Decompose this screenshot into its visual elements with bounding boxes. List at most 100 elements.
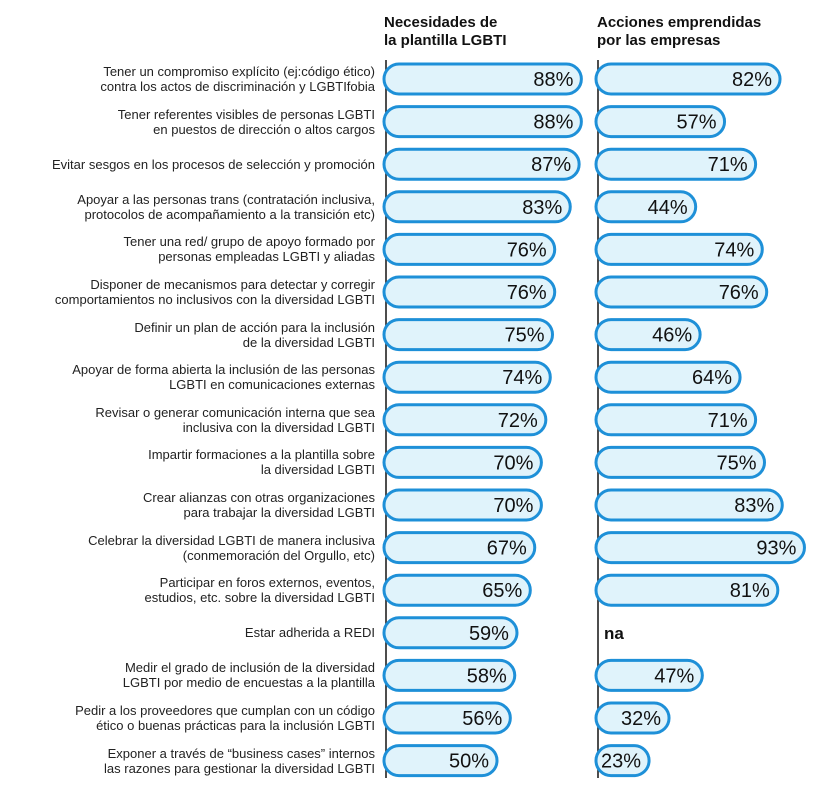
bar-actions: 74% [594, 232, 764, 266]
bar-shape [594, 403, 758, 437]
category-label-line: Pedir a los proveedores que cumplan con … [75, 703, 375, 718]
category-label: Definir un plan de acción para la inclus… [15, 320, 375, 350]
series-title-actions-line2: por las empresas [597, 32, 721, 49]
series-title-actions: Acciones emprendidas por las empresas [597, 14, 797, 50]
category-label-line: Celebrar la diversidad LGBTI de manera i… [88, 532, 375, 548]
category-label-line: Participar en foros externos, eventos, [159, 575, 375, 591]
bar-value-label: 83% [522, 197, 562, 219]
category-label-line: protocolos de acompañamiento a la transi… [84, 206, 376, 222]
bar-needs: 67% [382, 531, 537, 565]
bar-shape [594, 105, 727, 139]
bar-value-label: 75% [504, 325, 544, 347]
bar-value-label: 64% [692, 367, 732, 389]
bar-value-label: 93% [756, 538, 796, 560]
category-label: Apoyar de forma abierta la inclusión de … [15, 362, 375, 392]
bar-needs: 70% [382, 488, 543, 522]
bar-value-label: 23% [601, 751, 641, 773]
bar-value-label: 76% [507, 282, 547, 304]
bar-actions: 71% [594, 147, 758, 181]
bar-needs: 59% [382, 616, 519, 650]
category-label-line: para trabajar la diversidad LGBTI [183, 505, 375, 520]
category-label-line: Revisar o generar comunicación interna q… [95, 404, 375, 420]
bar-needs: 72% [382, 403, 548, 437]
bar-shape [594, 318, 702, 352]
category-label: Apoyar a las personas trans (contratació… [15, 192, 375, 222]
bar-value-label: 81% [730, 580, 770, 602]
category-label: Evitar sesgos en los procesos de selecci… [15, 157, 375, 172]
bar-value-label: 50% [449, 751, 489, 773]
bar-shape [382, 531, 537, 565]
bar-shape [382, 573, 532, 607]
category-label: Tener referentes visibles de personas LG… [15, 107, 375, 137]
bar-value-label: 46% [652, 325, 692, 347]
category-label-line: LGBTI en comunicaciones externas [169, 377, 375, 393]
category-label: Tener una red/ grupo de apoyo formado po… [15, 234, 375, 264]
bar-value-label: 67% [487, 538, 527, 560]
bar-needs: 74% [382, 360, 552, 394]
category-label-line: estudios, etc. sobre la diversidad LGBTI [144, 590, 375, 606]
bar-shape [594, 658, 704, 692]
bar-shape [594, 445, 766, 479]
bar-value-label: 74% [502, 367, 542, 389]
bar-actions: 44% [594, 190, 698, 224]
category-label-line: Definir un plan de acción para la inclus… [134, 319, 375, 335]
bar-value-label: 87% [531, 154, 571, 176]
bar-actions: 57% [594, 105, 727, 139]
bar-shape [382, 147, 581, 181]
bar-actions: 83% [594, 488, 784, 522]
series-title-needs: Necesidades de la plantilla LGBTI [384, 14, 584, 50]
bar-shape [382, 232, 557, 266]
category-label: Revisar o generar comunicación interna q… [15, 405, 375, 435]
bar-needs: 65% [382, 573, 532, 607]
category-label: Tener un compromiso explícito (ej:código… [15, 64, 375, 94]
series-title-actions-line1: Acciones emprendidas [597, 14, 762, 31]
bar-shape [382, 445, 543, 479]
bar-actions: 46% [594, 318, 702, 352]
category-label: Participar en foros externos, eventos, es… [15, 575, 375, 605]
bar-value-label: 72% [498, 410, 538, 432]
bar-value-label: 32% [621, 708, 661, 730]
bar-shape [594, 360, 742, 394]
bar-needs: 87% [382, 147, 581, 181]
bar-needs: 83% [382, 190, 572, 224]
bar-needs: 88% [382, 105, 583, 139]
bar-value-label: 70% [493, 452, 533, 474]
bar-shape [594, 232, 764, 266]
bar-needs: 58% [382, 658, 517, 692]
bar-actions: 23% [594, 744, 651, 778]
category-label-line: Disponer de mecanismos para detectar y c… [90, 277, 375, 292]
bar-value-label: 58% [467, 665, 507, 687]
bar-value-label: 71% [708, 410, 748, 432]
category-label-line: (conmemoración del Orgullo, etc) [182, 547, 375, 563]
bar-shape [382, 744, 499, 778]
bar-value-label: 74% [714, 239, 754, 261]
category-label-line: Impartir formaciones a la plantilla sobr… [148, 447, 375, 463]
bar-value-label: 76% [719, 282, 759, 304]
category-label: Celebrar la diversidad LGBTI de manera i… [15, 533, 375, 563]
bar-actions: 76% [594, 275, 769, 309]
bar-shape [594, 531, 806, 565]
category-label-line: Tener una red/ grupo de apoyo formado po… [123, 234, 375, 250]
category-label-line: en puestos de dirección o altos cargos [153, 121, 375, 137]
category-label-line: contra los actos de discriminación y LGB… [100, 79, 375, 94]
category-label: Medir el grado de inclusión de la divers… [15, 660, 375, 690]
bar-value-label: 88% [533, 112, 573, 134]
bar-shape [594, 147, 758, 181]
bar-actions: 93% [594, 531, 806, 565]
bar-shape [382, 701, 512, 735]
bar-shape [594, 701, 671, 735]
category-label-line: la diversidad LGBTI [260, 462, 375, 478]
bar-shape [382, 105, 583, 139]
bar-value-label: 82% [732, 69, 772, 91]
bar-actions: 75% [594, 445, 766, 479]
bar-actions: 32% [594, 701, 671, 735]
bar-shape [382, 360, 552, 394]
bar-value-label: 56% [462, 708, 502, 730]
bar-shape [594, 190, 698, 224]
category-label: Impartir formaciones a la plantilla sobr… [15, 447, 375, 477]
bar-value-label: 47% [654, 665, 694, 687]
bar-shape [382, 275, 557, 309]
bar-shape [382, 62, 583, 96]
bar-actions: 64% [594, 360, 742, 394]
